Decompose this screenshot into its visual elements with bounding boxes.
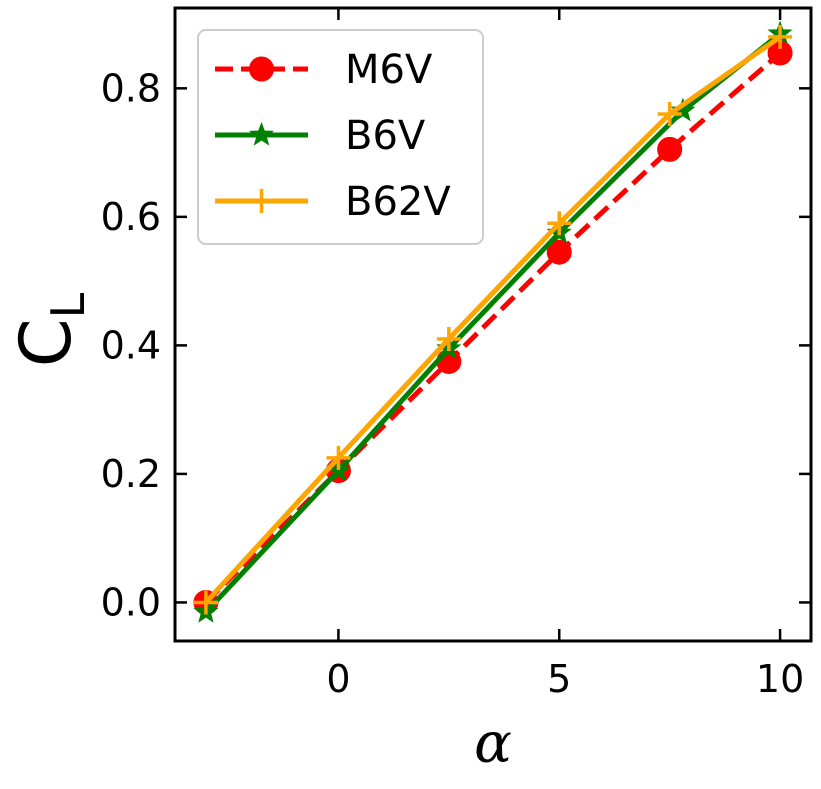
y-axis-title: CL [5, 292, 95, 367]
legend-entry-m6v: M6V [215, 47, 433, 93]
x-axis-title: α [474, 711, 512, 776]
y-tick-label: 0.2 [101, 452, 161, 496]
x-tick-label: 10 [756, 657, 804, 701]
legend-label-m6v: M6V [345, 47, 433, 93]
tick-layer: 0 5 10 0.0 0.2 0.4 0.6 0.8 [101, 8, 811, 701]
legend-marker-b62v [249, 189, 274, 213]
series-line-m6v [204, 51, 782, 605]
y-tick-label: 0.6 [101, 195, 161, 239]
y-axis-title-sub: L [41, 292, 95, 318]
y-tick-label: 0.0 [101, 580, 161, 624]
series-line-b6v [204, 31, 782, 614]
data-point-b62v [657, 102, 682, 127]
svg-text:CL: CL [5, 292, 95, 367]
y-axis-title-main: C [5, 318, 87, 367]
series-line-b62v [204, 34, 782, 605]
y-tick-label: 0.4 [101, 323, 161, 367]
series-layer [193, 20, 793, 623]
data-point-b62v [436, 326, 461, 351]
data-point-m6v [546, 239, 572, 265]
legend: M6V B6V B62V [197, 29, 484, 245]
x-tick-label: 5 [547, 657, 571, 701]
legend-frame [197, 29, 484, 245]
x-tick-label: 0 [326, 657, 350, 701]
data-point-b62v [326, 445, 351, 470]
data-point-b62v [547, 211, 572, 236]
series-b62v [193, 24, 793, 615]
legend-label-b6v: B6V [345, 113, 426, 159]
legend-marker-m6v [249, 56, 274, 82]
legend-marker-b6v [248, 121, 275, 146]
data-point-m6v [657, 136, 683, 162]
data-point-b62v [768, 24, 793, 49]
legend-entry-b62v: B62V [215, 179, 451, 225]
legend-label-b62v: B62V [345, 179, 451, 225]
y-tick-label: 0.8 [101, 66, 161, 110]
data-point-b62v [193, 590, 218, 615]
legend-entry-b6v: B6V [215, 113, 426, 159]
